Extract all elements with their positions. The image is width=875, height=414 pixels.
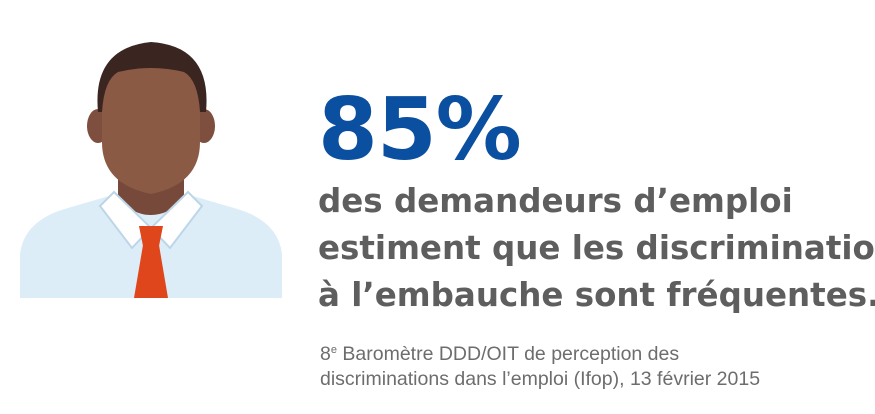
source-line-2: discriminations dans l’emploi (Ifop), 13… [320, 368, 761, 390]
source-line-1: 8e Baromètre DDD/OIT de perception des [320, 342, 860, 367]
source-ordinal-suffix: e [330, 344, 337, 356]
statistic-line-2: estiment que les discriminations [318, 229, 875, 267]
source-ordinal: 8 [320, 343, 331, 365]
person-illustration [18, 34, 284, 298]
statistic-block: 85% des demandeurs d’emploi estiment que… [318, 80, 875, 319]
tie-knot [139, 226, 163, 246]
percentage-value: 85% [318, 80, 522, 180]
man-with-tie-icon [20, 42, 282, 298]
face-shape [102, 54, 200, 194]
collar-left [98, 190, 153, 250]
collar-right [149, 190, 204, 250]
statistic-line-3: à l’embauche sont fréquentes. [318, 276, 875, 314]
source-line-1-text: Baromètre DDD/OIT de perception des [336, 343, 680, 365]
statistic-line-1: des demandeurs d’emploi [318, 182, 793, 220]
hair-shape [97, 42, 207, 112]
tie-body [134, 245, 168, 298]
statistic-description: des demandeurs d’emploi estiment que les… [318, 178, 875, 319]
source-citation: 8e Baromètre DDD/OIT de perception des d… [320, 342, 860, 392]
